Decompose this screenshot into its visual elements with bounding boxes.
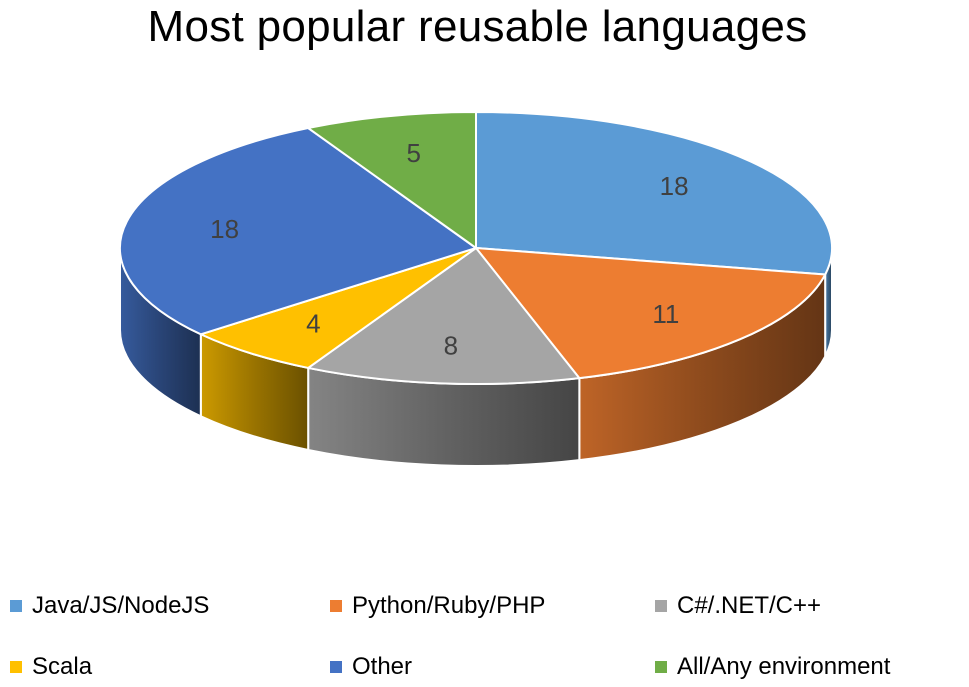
legend-item-scala: Scala — [10, 647, 92, 687]
legend-item-csharp: C#/.NET/C++ — [655, 586, 821, 626]
pie-slice-python-ruby-php — [475, 247, 827, 380]
legend-item-java: Java/JS/NodeJS — [10, 586, 209, 626]
chart-title: Most popular reusable languages — [147, 2, 808, 51]
pie-chart: 18 11 8 4 18 5 — [119, 111, 833, 467]
legend-item-python: Python/Ruby/PHP — [330, 586, 545, 626]
legend-item-other: Other — [330, 647, 412, 687]
legend: Java/JS/NodeJS Python/Ruby/PHP C#/.NET/C… — [0, 580, 969, 687]
data-label-java-js-nodejs: 18 — [660, 171, 689, 201]
pie-slice-all-any-environment — [307, 111, 477, 249]
pie-data-labels: 18 11 8 4 18 5 — [210, 138, 688, 360]
pie-tops — [119, 111, 833, 385]
pie-slice-java-js-nodejs — [475, 111, 833, 276]
pie-slice-other — [119, 127, 477, 336]
pie-slice-c-net-c — [307, 247, 581, 385]
legend-label: Python/Ruby/PHP — [352, 592, 546, 619]
legend-swatch — [10, 600, 22, 612]
legend-swatch — [655, 600, 667, 612]
legend-swatch — [10, 661, 22, 673]
data-label-c-net-c: 8 — [444, 330, 458, 360]
legend-item-all: All/Any environment — [655, 647, 890, 687]
legend-label: C#/.NET/C++ — [677, 592, 822, 619]
data-label-scala: 4 — [306, 309, 320, 339]
data-label-python-ruby-php: 11 — [652, 299, 679, 329]
data-label-other: 18 — [210, 214, 239, 244]
legend-swatch — [330, 661, 342, 673]
legend-label: Other — [352, 653, 413, 680]
legend-swatch — [330, 600, 342, 612]
legend-label: All/Any environment — [677, 653, 891, 680]
legend-swatch — [655, 661, 667, 673]
legend-label: Java/JS/NodeJS — [32, 592, 210, 619]
pie-slice-scala — [199, 247, 477, 369]
data-label-all-any-environment: 5 — [406, 138, 420, 168]
legend-label: Scala — [32, 653, 93, 680]
pie-sides — [119, 247, 833, 467]
